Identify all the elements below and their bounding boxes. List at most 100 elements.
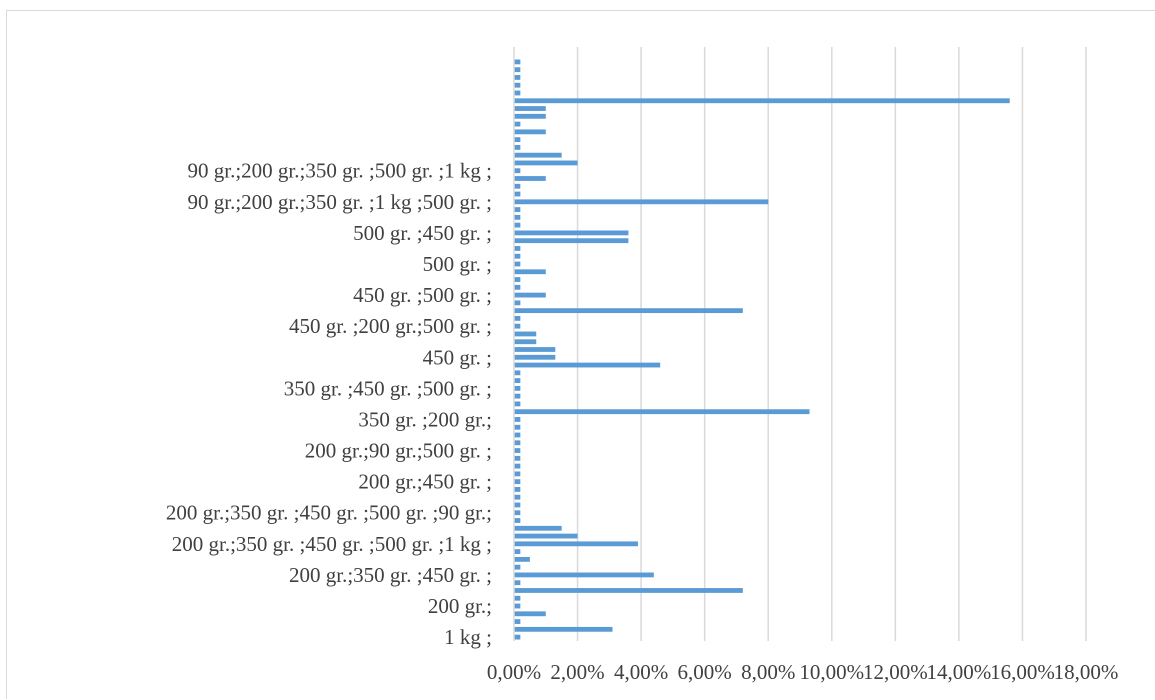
x-tick-label: 8,00% [741, 660, 795, 684]
bar [514, 129, 546, 135]
bar [514, 230, 629, 236]
bar [514, 541, 638, 547]
x-tick-label: 6,00% [678, 660, 732, 684]
category-label: 90 gr.;200 gr.;350 gr. ;500 gr. ;1 kg ; [187, 159, 492, 183]
bar [514, 510, 521, 516]
bar [514, 440, 521, 446]
bar [514, 315, 521, 321]
bar [514, 525, 562, 531]
bar [514, 137, 521, 143]
bar [514, 168, 521, 174]
x-tick-label: 14,00% [927, 660, 992, 684]
bar [514, 463, 521, 469]
bar [514, 238, 629, 244]
bar [514, 277, 521, 282]
gridlines [576, 47, 1087, 641]
bar [514, 253, 521, 259]
bar [514, 385, 521, 391]
bar [514, 269, 546, 275]
category-label: 450 gr. ; [423, 345, 492, 369]
bar [514, 183, 521, 189]
x-tick-label: 4,00% [614, 660, 668, 684]
bar [514, 448, 521, 453]
bar [514, 424, 521, 430]
bar [514, 67, 521, 73]
bar [514, 308, 743, 314]
category-labels: 1 kg ; 200 gr.; 200 gr.;350 gr. ;450 gr. ;… [166, 159, 492, 649]
bar [514, 261, 521, 267]
bar [514, 160, 578, 166]
category-label: 200 gr.;350 gr. ;450 gr. ; [289, 563, 492, 587]
bar [514, 222, 521, 228]
bar [514, 98, 1010, 104]
x-tick-label: 12,00% [863, 660, 928, 684]
bar [514, 432, 521, 438]
category-label: 500 gr. ;450 gr. ; [353, 221, 492, 245]
category-label: 200 gr.; [428, 594, 492, 618]
bar [514, 214, 521, 220]
bar [514, 370, 521, 376]
chart-area: 1 kg ; 200 gr.; 200 gr.;350 gr. ;450 gr. ;… [6, 10, 1155, 699]
category-label: 450 gr. ;500 gr. ; [353, 283, 492, 307]
category-label: 200 gr.;450 gr. ; [358, 470, 492, 494]
category-label: 1 kg ; [444, 625, 492, 649]
bar [514, 292, 546, 298]
bar [514, 494, 521, 500]
bar [514, 246, 521, 251]
category-label: 200 gr.;90 gr.;500 gr. ; [305, 439, 492, 463]
bar [514, 393, 521, 399]
bar [514, 518, 521, 523]
bar [514, 347, 556, 352]
bar [514, 580, 521, 586]
bar [514, 595, 521, 601]
x-axis-tick-labels: 0,00% 2,00% 4,00% 6,00% 8,00% 10,00%12,00%14,… [487, 660, 1119, 684]
bar [514, 487, 521, 492]
bar-chart: 1 kg ; 200 gr.; 200 gr.;350 gr. ;450 gr. ;… [166, 47, 1119, 684]
bar [514, 354, 556, 360]
bar [514, 619, 521, 624]
bar [514, 471, 521, 477]
bar [514, 603, 521, 609]
bar [514, 502, 521, 508]
bar [514, 362, 661, 368]
bar [514, 82, 521, 88]
bar [514, 564, 521, 570]
bar [514, 90, 521, 96]
bar [514, 59, 521, 65]
bar [514, 121, 521, 127]
category-label: 350 gr. ;200 gr.; [358, 407, 492, 431]
bar [514, 611, 546, 617]
bar [514, 323, 521, 329]
bar [514, 331, 537, 337]
bar [514, 572, 654, 578]
category-label: 500 gr. ; [423, 252, 492, 276]
bar [514, 634, 521, 640]
x-tick-label: 2,00% [550, 660, 604, 684]
bar [514, 207, 521, 212]
x-tick-label: 0,00% [487, 660, 541, 684]
bar [514, 199, 769, 205]
bar [514, 479, 521, 485]
bar [514, 588, 743, 593]
bar [514, 409, 810, 415]
bar [514, 113, 546, 119]
bar [514, 549, 521, 555]
x-tick-label: 16,00% [990, 660, 1055, 684]
category-label: 350 gr. ;450 gr. ;500 gr. ; [284, 376, 492, 400]
category-label: 90 gr.;200 gr.;350 gr. ;1 kg ;500 gr. ; [187, 190, 492, 214]
bar [514, 191, 521, 197]
bar [514, 626, 613, 632]
bars [514, 59, 1010, 640]
bar [514, 144, 521, 150]
bar [514, 378, 521, 384]
bar [514, 152, 562, 158]
bar [514, 417, 521, 422]
bar [514, 176, 546, 181]
bar [514, 300, 521, 306]
category-label: 200 gr.;350 gr. ;450 gr. ;500 gr. ;90 gr… [166, 501, 492, 525]
bar [514, 284, 521, 290]
bar [514, 339, 537, 345]
bar [514, 533, 578, 539]
category-label: 200 gr.;350 gr. ;450 gr. ;500 gr. ;1 kg … [172, 532, 492, 556]
bar [514, 455, 521, 461]
